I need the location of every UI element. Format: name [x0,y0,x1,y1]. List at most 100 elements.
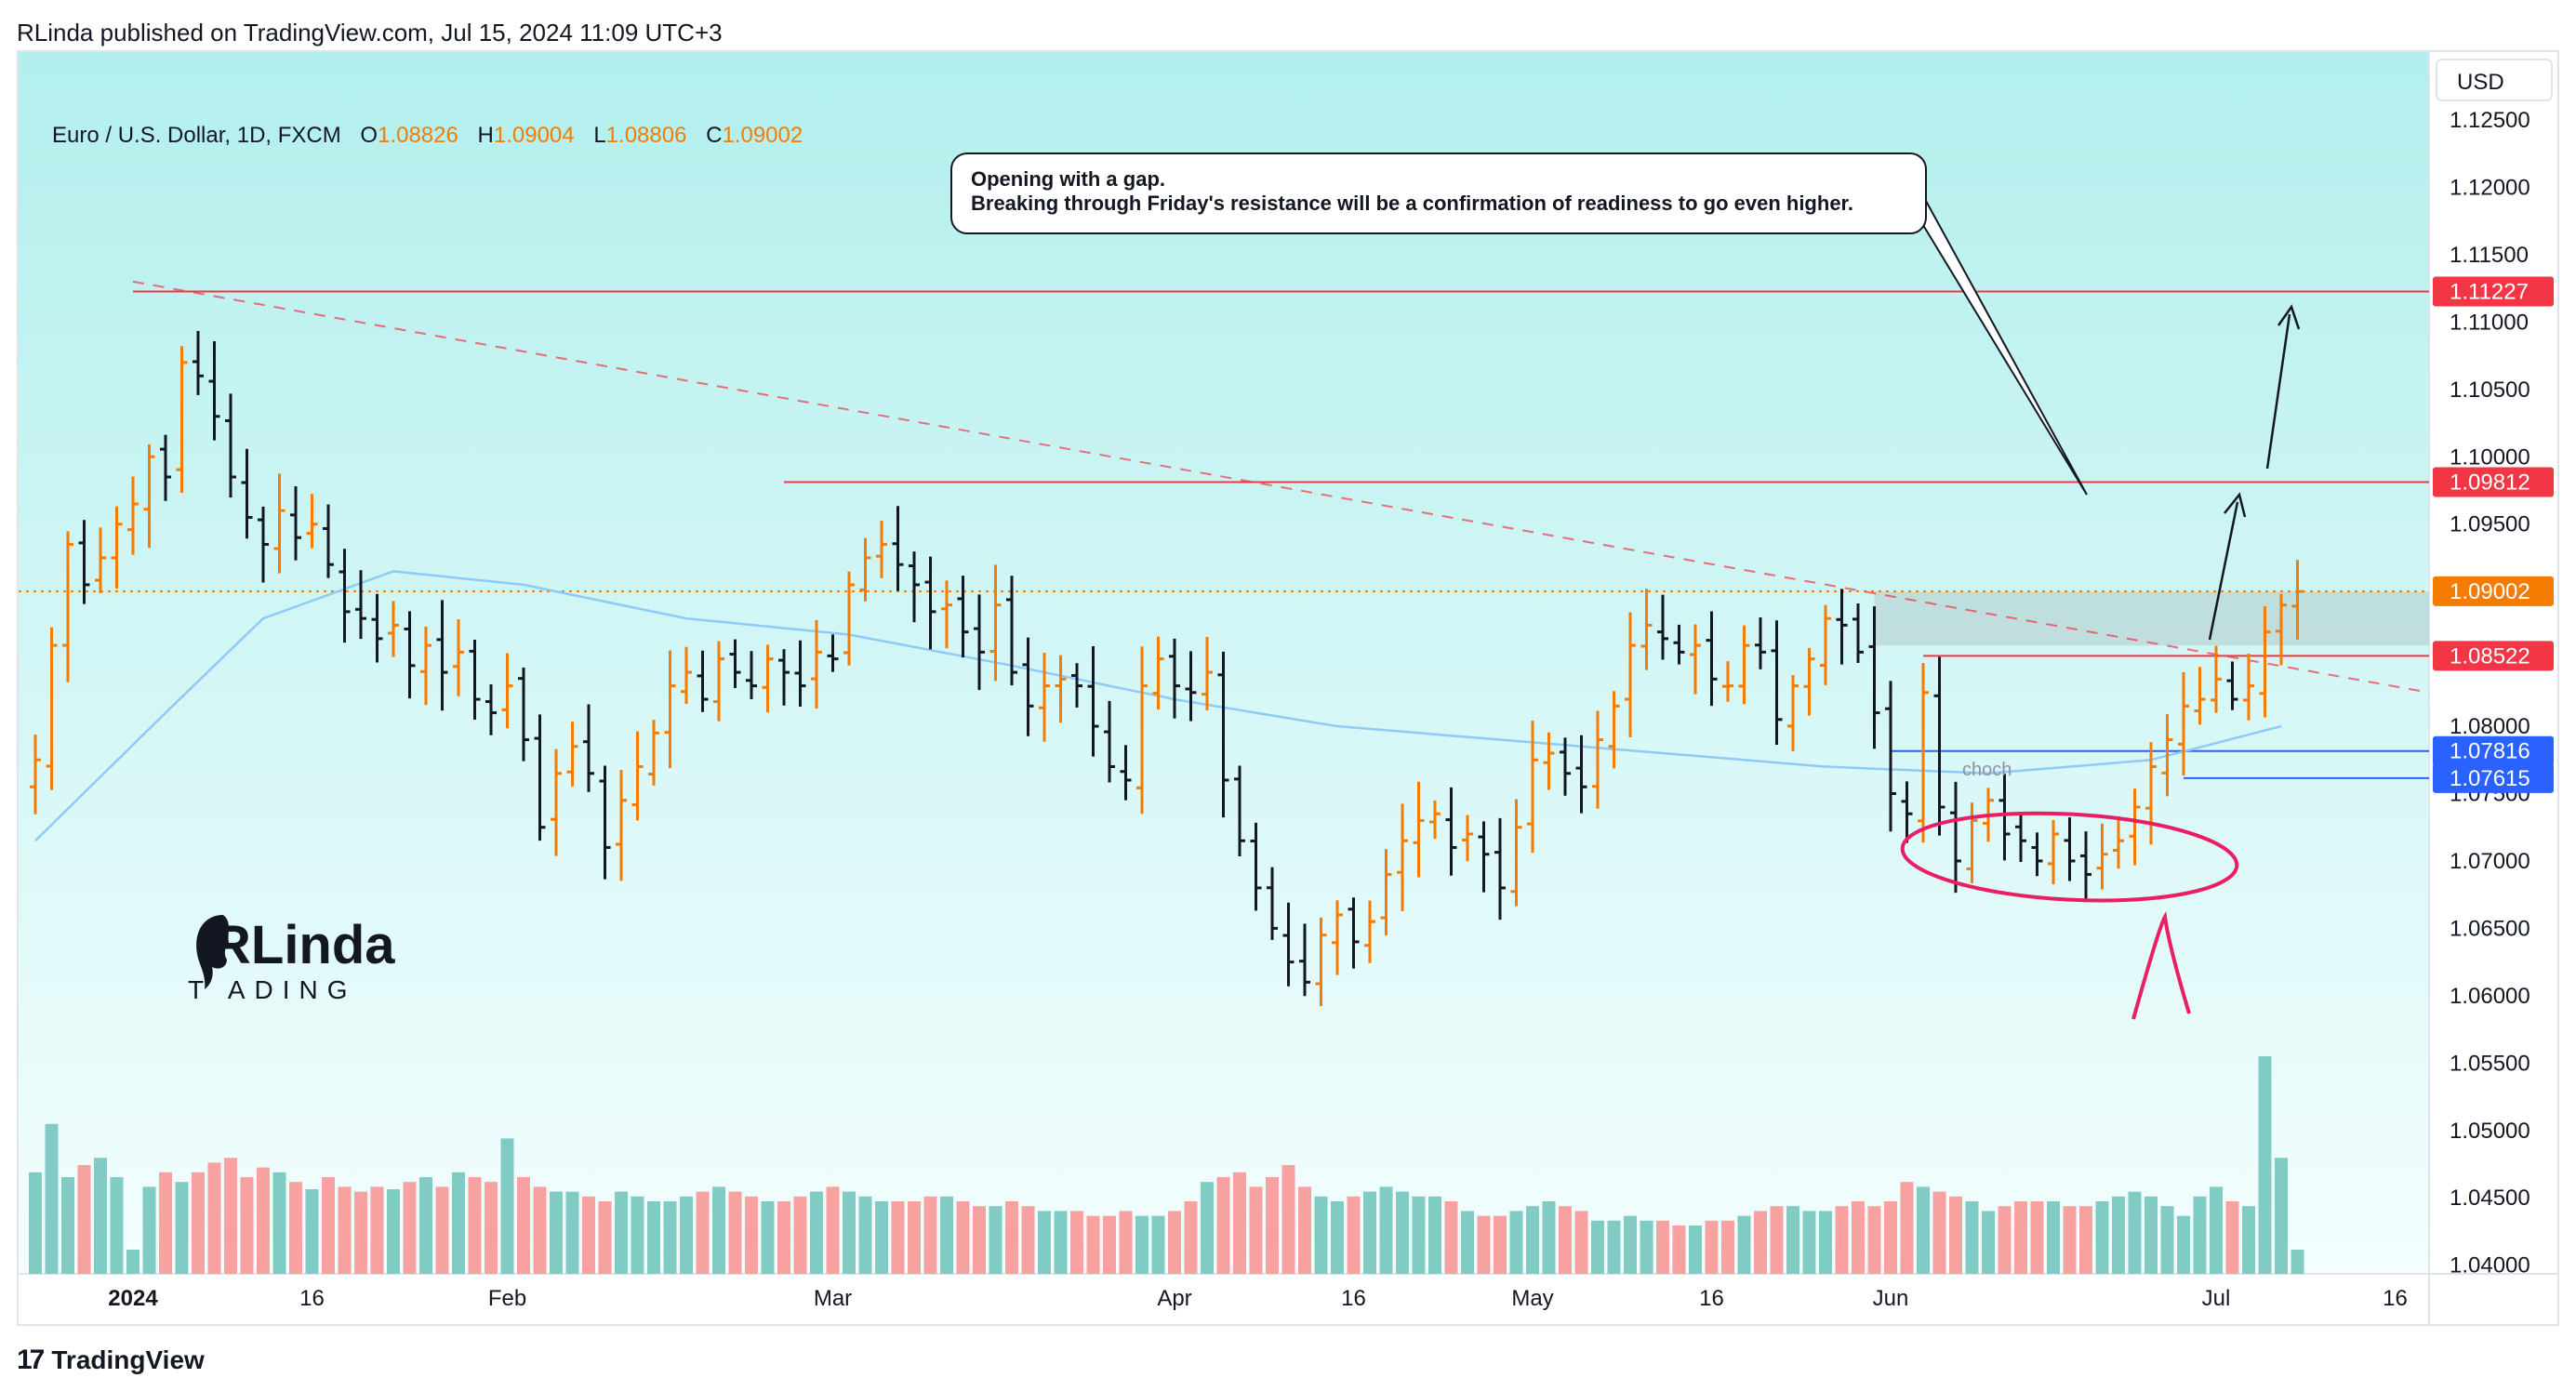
ohlc-bar[interactable] [1852,603,1864,664]
ohlc-bar[interactable] [1087,645,1099,757]
callout-note[interactable]: Opening with a gap. Breaking through Fri… [950,152,1927,234]
ohlc-bar[interactable] [1575,735,1587,814]
ohlc-bar[interactable] [1217,651,1229,818]
ohlc-bar[interactable] [355,570,366,640]
ohlc-bar[interactable] [2015,813,2026,863]
ohlc-bar[interactable] [241,448,253,539]
price-tag-resistance[interactable]: 1.11227 [2433,276,2554,307]
ohlc-bar[interactable] [762,644,774,713]
ohlc-bar[interactable] [1494,817,1506,921]
currency-button[interactable] [2436,59,2553,101]
ohlc-bar[interactable] [2194,667,2206,725]
ohlc-bar[interactable] [599,765,611,880]
ohlc-bar[interactable] [2113,815,2124,869]
ohlc-bar[interactable] [2178,671,2189,776]
ohlc-bar[interactable] [30,735,41,815]
ohlc-bar[interactable] [1706,611,1718,707]
ohlc-bar[interactable] [1787,674,1799,752]
ohlc-bar[interactable] [111,506,123,589]
ohlc-bar[interactable] [778,649,790,706]
ohlc-bar[interactable] [631,731,644,821]
ohlc-bar[interactable] [1152,636,1164,710]
ohlc-bar[interactable] [1560,737,1571,796]
ohlc-bar[interactable] [1462,815,1473,862]
ohlc-bar[interactable] [859,537,871,602]
range-oval-highlight[interactable] [1900,805,2239,908]
ohlc-bar[interactable] [1673,624,1685,665]
ohlc-bar[interactable] [876,520,887,578]
ohlc-bar[interactable] [1364,900,1375,963]
ohlc-bar[interactable] [1640,589,1653,670]
ohlc-bar[interactable] [78,520,90,604]
ohlc-bar[interactable] [1039,653,1050,742]
ohlc-bar[interactable] [681,646,692,704]
price-tag-current[interactable]: 1.09002 [2433,576,2554,606]
arrow-up-long[interactable] [2265,313,2291,470]
ohlc-bar[interactable] [1885,681,1896,832]
ohlc-bar[interactable] [811,619,822,709]
ohlc-bar[interactable] [1234,765,1245,857]
ohlc-bar[interactable] [2080,831,2091,901]
ohlc-bar[interactable] [664,650,676,769]
ohlc-bar[interactable] [827,634,839,672]
ohlc-bar[interactable] [1722,661,1733,702]
ohlc-bar[interactable] [1332,900,1343,975]
ohlc-bar[interactable] [1771,620,1783,746]
ohlc-bar[interactable] [1429,800,1441,840]
ohlc-bar[interactable] [1868,606,1880,749]
ohlc-bar[interactable] [62,531,73,682]
ohlc-bar[interactable] [420,626,432,706]
ohlc-bar[interactable] [957,576,969,658]
ohlc-bar[interactable] [1104,700,1115,783]
ohlc-bar[interactable] [974,594,985,691]
ohlc-bar[interactable] [566,722,578,787]
ohlc-bar[interactable] [95,527,106,594]
ohlc-bar[interactable] [697,650,709,712]
ohlc-bar[interactable] [2048,819,2059,884]
ohlc-bar[interactable] [258,506,269,583]
ohlc-bar[interactable] [1348,897,1360,969]
ohlc-bar[interactable] [501,653,513,729]
ohlc-bar[interactable] [453,618,464,696]
ohlc-bar[interactable] [1933,656,1945,836]
ohlc-bar[interactable] [1998,774,2011,861]
ohlc-bar[interactable] [2226,661,2238,710]
tradingview-logo[interactable]: 17 TradingView [17,1345,205,1376]
ohlc-bar[interactable] [2259,606,2271,718]
ohlc-bar[interactable] [1022,637,1034,736]
ohlc-bar[interactable] [1950,781,1961,894]
ohlc-bar[interactable] [1657,594,1668,660]
ohlc-bar[interactable] [989,564,1002,682]
ohlc-bar[interactable] [648,720,659,786]
ohlc-bar[interactable] [583,704,594,792]
ohlc-bar[interactable] [892,506,904,591]
ohlc-bar[interactable] [534,714,546,841]
ohlc-bar[interactable] [485,684,497,735]
ohlc-bar[interactable] [208,341,220,441]
ohlc-bar[interactable] [551,748,562,856]
ohlc-bar[interactable] [2276,593,2287,666]
ohlc-bar[interactable] [1055,655,1067,723]
ohlc-bar[interactable] [2291,560,2304,640]
ohlc-bar[interactable] [1527,721,1538,854]
ohlc-bar[interactable] [1185,651,1197,722]
ohlc-bar[interactable] [176,346,188,494]
ohlc-bar[interactable] [843,571,855,666]
ohlc-bar[interactable] [1625,612,1636,738]
ohlc-bar[interactable] [616,770,627,881]
ohlc-bar[interactable] [1690,624,1701,695]
ohlc-bar[interactable] [1608,691,1620,769]
ohlc-bar[interactable] [1803,647,1815,716]
ohlc-bar[interactable] [323,504,334,578]
ohlc-bar[interactable] [2211,645,2222,713]
ohlc-bar[interactable] [746,651,757,699]
ohlc-bar[interactable] [924,556,936,650]
chart-canvas[interactable]: 1.12500 1.12000 1.11500 1.11000 1.10500 1.100… [19,52,2557,1324]
ohlc-bar[interactable] [941,580,952,649]
ohlc-bar[interactable] [1006,576,1017,686]
ohlc-bar[interactable] [1380,849,1392,936]
ohlc-bar[interactable] [436,600,448,711]
ohlc-bar[interactable] [1250,822,1262,911]
ohlc-bar[interactable] [2096,823,2108,890]
ohlc-bar[interactable] [1918,663,1929,843]
